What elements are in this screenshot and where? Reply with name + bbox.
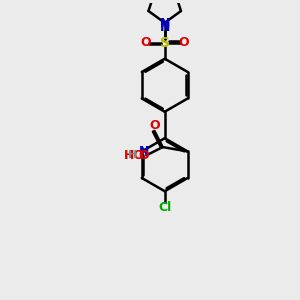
Text: N: N bbox=[160, 21, 170, 34]
Text: N: N bbox=[160, 17, 170, 30]
Text: O: O bbox=[140, 36, 151, 49]
Text: O: O bbox=[178, 36, 189, 49]
Text: O: O bbox=[139, 149, 149, 162]
Text: Cl: Cl bbox=[158, 201, 171, 214]
Text: N: N bbox=[139, 145, 149, 158]
Text: H: H bbox=[128, 150, 137, 160]
Text: O: O bbox=[149, 119, 160, 132]
Text: S: S bbox=[160, 35, 170, 50]
Text: HO: HO bbox=[124, 149, 145, 162]
